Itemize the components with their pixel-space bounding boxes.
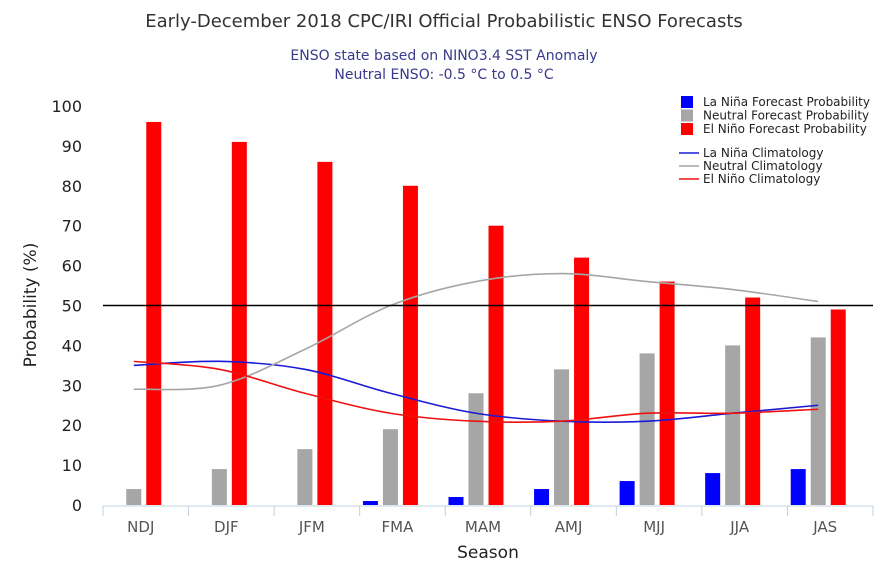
el-ni-o-climatologyline xyxy=(133,360,819,424)
y-tick-label: 40 xyxy=(62,336,82,355)
y-tick-label: 70 xyxy=(62,217,82,236)
bar-neutral-forecast-probabilitymjj xyxy=(639,353,655,505)
legend-swatch xyxy=(681,109,693,122)
y-axis-ticks: 0 10 20 30 40 50 60 70 80 90 100 xyxy=(51,97,82,515)
bar-el-ni-o-forecast-probabilityfma xyxy=(402,185,418,506)
y-tick-label: 60 xyxy=(62,257,82,276)
bar-neutral-forecast-probabilityamj xyxy=(554,369,570,505)
legend-entry: El Niño Forecast Probability xyxy=(703,122,867,136)
x-axis xyxy=(102,505,874,516)
y-tick-label: 10 xyxy=(62,456,82,475)
bar-el-ni-o-forecast-probabilitydjf xyxy=(231,141,247,505)
legend-entry: El Niño Climatology xyxy=(703,172,820,186)
bar-la-ni-a-forecast-probabilityfma xyxy=(362,501,378,505)
x-tick-label: MAM xyxy=(465,518,501,536)
bar-la-ni-a-forecast-probabilityjja xyxy=(705,473,721,505)
bar-neutral-forecast-probabilityjja xyxy=(725,345,741,505)
x-tick-label: NDJ xyxy=(127,518,154,536)
legend-swatch xyxy=(681,123,693,135)
bar-la-ni-a-forecast-probabilityamj xyxy=(534,489,550,505)
x-tick-label: DJF xyxy=(214,518,239,536)
x-axis-label: Season xyxy=(457,543,519,563)
chart-subtitle-line-1: ENSO state based on NINO3.4 SST Anomaly xyxy=(290,48,597,64)
bar-el-ni-o-forecast-probabilityamj xyxy=(574,257,590,505)
bar-neutral-forecast-probabilityndj xyxy=(126,489,142,505)
y-axis-label: Probability (%) xyxy=(21,243,41,368)
x-tick-label: AMJ xyxy=(555,518,583,536)
x-axis-ticks: NDJ DJF JFM FMA MAM AMJ MJJ JJA JAS xyxy=(127,518,837,536)
bar-el-ni-o-forecast-probabilitymjj xyxy=(659,281,675,505)
bar-neutral-forecast-probabilitydjf xyxy=(211,469,227,505)
legend-entry: Neutral Climatology xyxy=(703,159,823,173)
y-tick-label: 20 xyxy=(62,416,82,435)
x-tick-label: MJJ xyxy=(643,518,665,536)
x-tick-label: JJA xyxy=(729,518,750,536)
bar-series xyxy=(126,121,846,506)
y-tick-label: 50 xyxy=(62,297,82,316)
y-tick-label: 30 xyxy=(62,376,82,395)
bar-la-ni-a-forecast-probabilitymam xyxy=(448,497,464,505)
bar-la-ni-a-forecast-probabilitymjj xyxy=(619,481,635,505)
bar-neutral-forecast-probabilitymam xyxy=(468,393,484,505)
y-tick-label: 80 xyxy=(62,177,82,196)
legend-swatch xyxy=(681,96,693,108)
bar-neutral-forecast-probabilityfma xyxy=(382,429,398,505)
y-tick-label: 100 xyxy=(51,97,82,116)
bar-el-ni-o-forecast-probabilityjas xyxy=(830,309,846,505)
bar-neutral-forecast-probabilityjfm xyxy=(297,449,313,505)
bar-la-ni-a-forecast-probabilityjas xyxy=(790,469,806,505)
x-tick-label: JFM xyxy=(298,518,325,536)
y-tick-label: 90 xyxy=(62,137,82,156)
y-tick-label: 0 xyxy=(72,496,82,515)
neutral-climatologyline xyxy=(133,272,819,391)
chart-title: Early-December 2018 CPC/IRI Official Pro… xyxy=(145,11,743,32)
bar-el-ni-o-forecast-probabilityjfm xyxy=(317,161,333,506)
legend-entry: La Niña Climatology xyxy=(703,146,823,160)
bar-el-ni-o-forecast-probabilityndj xyxy=(146,121,162,506)
legend-entry: Neutral Forecast Probability xyxy=(703,109,869,123)
chart-subtitle-line-2: Neutral ENSO: -0.5 °C to 0.5 °C xyxy=(334,67,553,83)
bar-neutral-forecast-probabilityjas xyxy=(810,337,826,505)
climatology-lines xyxy=(133,272,819,424)
la-ni-a-climatologyline xyxy=(133,360,819,424)
bar-el-ni-o-forecast-probabilityjja xyxy=(745,297,761,505)
x-tick-label: FMA xyxy=(382,518,415,536)
legend-entry: La Niña Forecast Probability xyxy=(703,95,870,109)
x-tick-label: JAS xyxy=(812,518,837,536)
bar-el-ni-o-forecast-probabilitymam xyxy=(488,225,504,505)
